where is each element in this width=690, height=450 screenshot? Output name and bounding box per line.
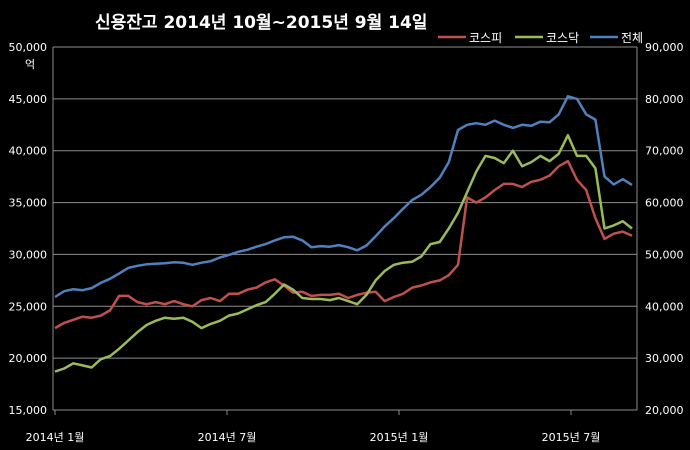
x-tick-label: 2015년 7월 bbox=[542, 431, 601, 444]
y-right-tick-label: 90,000 bbox=[645, 41, 684, 54]
legend-label: 코스피 bbox=[469, 31, 502, 45]
x-tick-label: 2014년 7월 bbox=[198, 431, 257, 444]
y-right-tick-label: 70,000 bbox=[645, 145, 684, 158]
series-line-전체 bbox=[54, 95, 633, 299]
y-left-tick-label: 35,000 bbox=[9, 197, 48, 210]
x-tick-label: 2014년 1월 bbox=[26, 431, 85, 444]
right-axis: 20,000 30,000 40,000 50,000 60,000 70,000 80,0… bbox=[645, 41, 684, 417]
y-unit-label: 억 bbox=[25, 58, 35, 71]
grid-lines bbox=[52, 46, 638, 411]
y-right-tick-label: 30,000 bbox=[645, 352, 684, 365]
y-left-tick-label: 25,000 bbox=[9, 300, 48, 313]
y-right-tick-label: 60,000 bbox=[645, 197, 684, 210]
x-axis: 2014년 1월 2014년 7월 2015년 1월 2015년 7월 bbox=[26, 410, 601, 444]
x-tick-label: 2015년 1월 bbox=[370, 431, 429, 444]
legend-label: 전체 bbox=[621, 31, 643, 45]
y-right-tick-label: 20,000 bbox=[645, 404, 684, 417]
y-left-tick-label: 30,000 bbox=[9, 248, 48, 261]
y-right-tick-label: 80,000 bbox=[645, 93, 684, 106]
series-lines bbox=[54, 95, 633, 373]
y-right-tick-label: 40,000 bbox=[645, 300, 684, 313]
y-left-tick-label: 50,000 bbox=[9, 41, 48, 54]
y-left-tick-label: 20,000 bbox=[9, 352, 48, 365]
series-line-코스피 bbox=[54, 159, 633, 330]
legend-label: 코스닥 bbox=[546, 31, 579, 45]
left-axis: 15,000 20,000 25,000 30,000 35,000 40,000 45,0… bbox=[9, 41, 48, 417]
y-left-tick-label: 15,000 bbox=[9, 404, 48, 417]
chart-title: 신용잔고 2014년 10월~2015년 9월 14일 bbox=[95, 13, 427, 33]
series-line-코스닥 bbox=[54, 133, 633, 373]
y-left-tick-label: 45,000 bbox=[9, 93, 48, 106]
y-right-tick-label: 50,000 bbox=[645, 248, 684, 261]
legend: 코스피 코스닥 전체 bbox=[438, 31, 643, 45]
y-left-tick-label: 40,000 bbox=[9, 145, 48, 158]
